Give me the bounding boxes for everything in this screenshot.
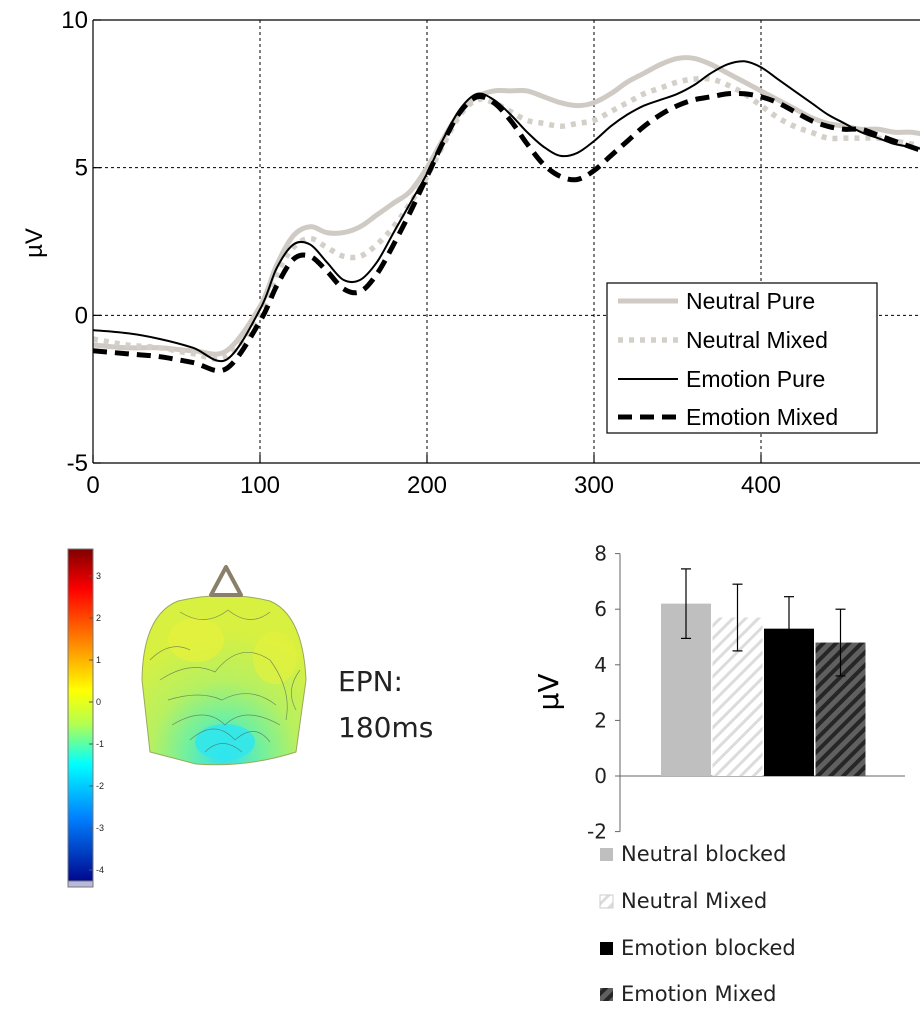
legend-box (606, 282, 878, 434)
bar-legend-label: Emotion blocked (621, 936, 796, 960)
series-line-emotion-pure (93, 60, 920, 363)
line-y-axis-label: µV (21, 228, 48, 258)
topomap-panel: 3 2 1 0 -1 -2 -3 -4 EPN: 180ms (67, 548, 433, 888)
series-line-neutral-mixed (93, 75, 920, 362)
bar-legend-label: Emotion Mixed (621, 982, 776, 1006)
series-line-emotion-mixed (93, 90, 920, 374)
line-grid (93, 20, 920, 463)
head-yellow-blob-left (168, 618, 224, 662)
colorbar-cap (67, 880, 94, 888)
bar-series (661, 568, 866, 776)
bar-y-tick-label: 4 (594, 653, 607, 677)
bar-y-tick-label: 6 (594, 597, 607, 621)
x-tick-label: 300 (574, 472, 614, 499)
bar-legend-swatch (600, 942, 613, 955)
head-map (141, 565, 307, 766)
head-contours (149, 609, 301, 753)
colorbar-ticks: 3 2 1 0 -1 -2 -3 -4 (89, 571, 104, 875)
bar-legend-swatch (600, 848, 613, 861)
bar-y-tick-label: 2 (594, 708, 607, 732)
bar-legend: Neutral blocked Neutral Mixed Emotion bloc… (599, 842, 796, 1006)
bar-legend-label: Neutral Mixed (621, 889, 767, 913)
epn-bar-chart: -2 0 2 4 6 8 µV Neutral blocked Neutral Mixed E… (532, 542, 905, 1006)
y-tick-label: 0 (75, 302, 88, 329)
epn-label: EPN: (338, 665, 403, 698)
legend-label: Emotion Pure (686, 366, 825, 392)
colorbar-tick-label: -4 (96, 865, 104, 875)
colorbar-tick-label: -1 (96, 739, 104, 749)
head-cyan-blob (195, 724, 255, 760)
y-tick-label: -5 (67, 450, 88, 477)
colorbar (67, 548, 94, 888)
colorbar-tick-label: -2 (96, 781, 104, 791)
x-tick-label: 100 (240, 472, 280, 499)
head-yellow-blob-right (253, 632, 297, 684)
y-tick-label: 5 (75, 155, 88, 182)
bar-y-tick-label: -2 (587, 820, 607, 844)
line-legend: Neutral Pure Neutral Mixed Emotion Pure Emo… (606, 282, 878, 434)
epn-time-label: 180ms (338, 711, 433, 744)
bar-legend-swatch (600, 988, 613, 1001)
legend-label: Emotion Mixed (686, 404, 838, 430)
x-tick-label: 200 (407, 472, 447, 499)
bar-legend-swatch (599, 894, 614, 909)
colorbar-gradient (67, 548, 94, 886)
bar-legend-label: Neutral blocked (621, 842, 786, 866)
colorbar-tick-label: 3 (96, 571, 101, 581)
legend-label: Neutral Mixed (686, 327, 828, 353)
nose-triangle (209, 565, 243, 597)
bar-y-axis-label: µV (532, 674, 565, 711)
colorbar-tick-label: 0 (96, 697, 101, 707)
series-line-neutral-pure (93, 55, 920, 357)
x-tick-label: 0 (86, 472, 99, 499)
line-series-group (93, 55, 920, 374)
x-tick-label: 400 (741, 472, 781, 499)
line-frame (92, 19, 920, 464)
bar-y-tick-label: 8 (594, 542, 607, 566)
y-tick-label: 10 (61, 7, 88, 34)
bar-y-tick-label: 0 (594, 764, 607, 788)
legend-label: Neutral Pure (686, 288, 815, 314)
colorbar-tick-label: 1 (96, 655, 101, 665)
colorbar-tick-label: 2 (96, 613, 101, 623)
colorbar-tick-label: -3 (96, 823, 104, 833)
